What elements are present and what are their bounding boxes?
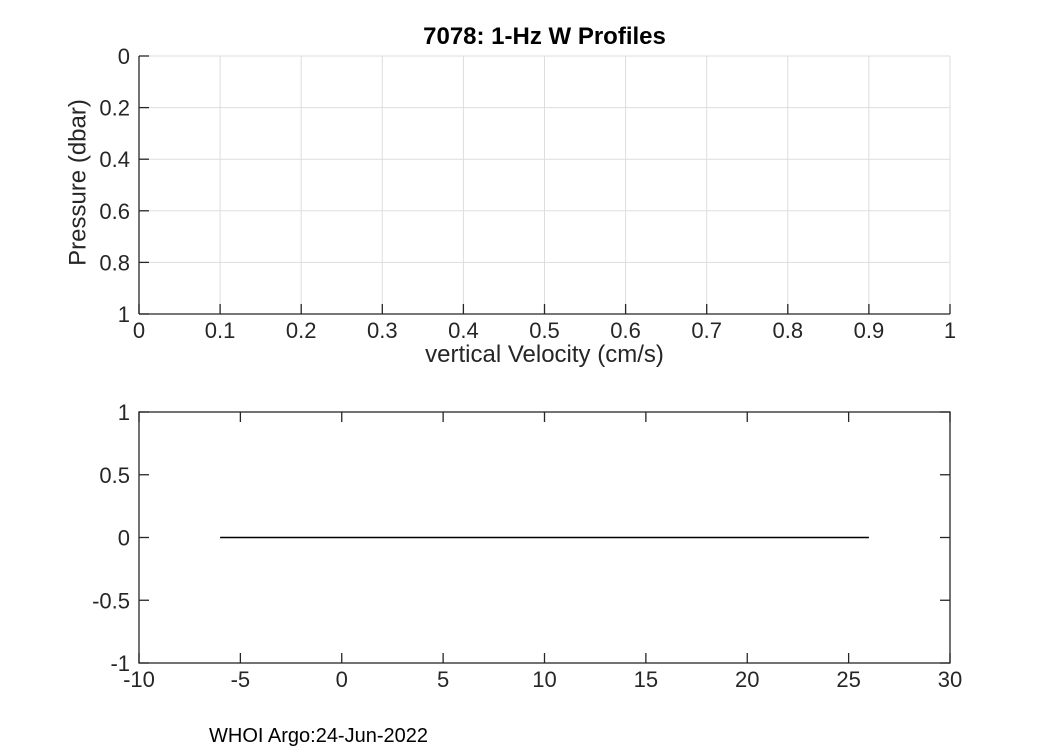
x-tick-label: 25: [836, 667, 860, 692]
x-tick-label: 0: [133, 318, 145, 343]
x-tick-label: 0: [336, 667, 348, 692]
x-tick-label: 30: [938, 667, 962, 692]
x-tick-label: 20: [735, 667, 759, 692]
y-tick-label: 0: [118, 526, 130, 551]
x-tick-label: 1: [944, 318, 956, 343]
x-tick-label: 0.9: [854, 318, 885, 343]
y-axis-label-pressure: Pressure (dbar): [64, 99, 92, 266]
x-tick-label: 0.3: [367, 318, 398, 343]
x-tick-label: 0.8: [773, 318, 804, 343]
y-tick-label: 0.6: [99, 199, 130, 224]
x-tick-label: 15: [634, 667, 658, 692]
y-tick-label: 0.2: [99, 96, 130, 121]
x-tick-label: 10: [532, 667, 556, 692]
y-tick-label: 0.8: [99, 250, 130, 275]
x-tick-label: 0.7: [691, 318, 722, 343]
y-tick-label: -1: [110, 651, 130, 676]
x-tick-label: -5: [231, 667, 251, 692]
x-tick-label: 0.1: [205, 318, 236, 343]
x-tick-label: 0.5: [529, 318, 560, 343]
y-tick-label: 0.5: [99, 463, 130, 488]
footer-note: WHOI Argo:24-Jun-2022: [209, 725, 428, 747]
y-tick-label: 0.4: [99, 147, 130, 172]
chart-title: 7078: 1-Hz W Profiles: [423, 23, 666, 50]
y-tick-label: -0.5: [92, 588, 130, 613]
x-tick-label: 5: [437, 667, 449, 692]
y-tick-label: 1: [118, 302, 130, 327]
y-tick-label: 1: [118, 400, 130, 425]
x-tick-label: -10: [123, 667, 155, 692]
x-axis-label-velocity: vertical Velocity (cm/s): [425, 341, 664, 368]
y-tick-label: 0: [118, 44, 130, 69]
x-tick-label: 0.6: [610, 318, 641, 343]
x-tick-label: 0.2: [286, 318, 317, 343]
x-tick-label: 0.4: [448, 318, 479, 343]
